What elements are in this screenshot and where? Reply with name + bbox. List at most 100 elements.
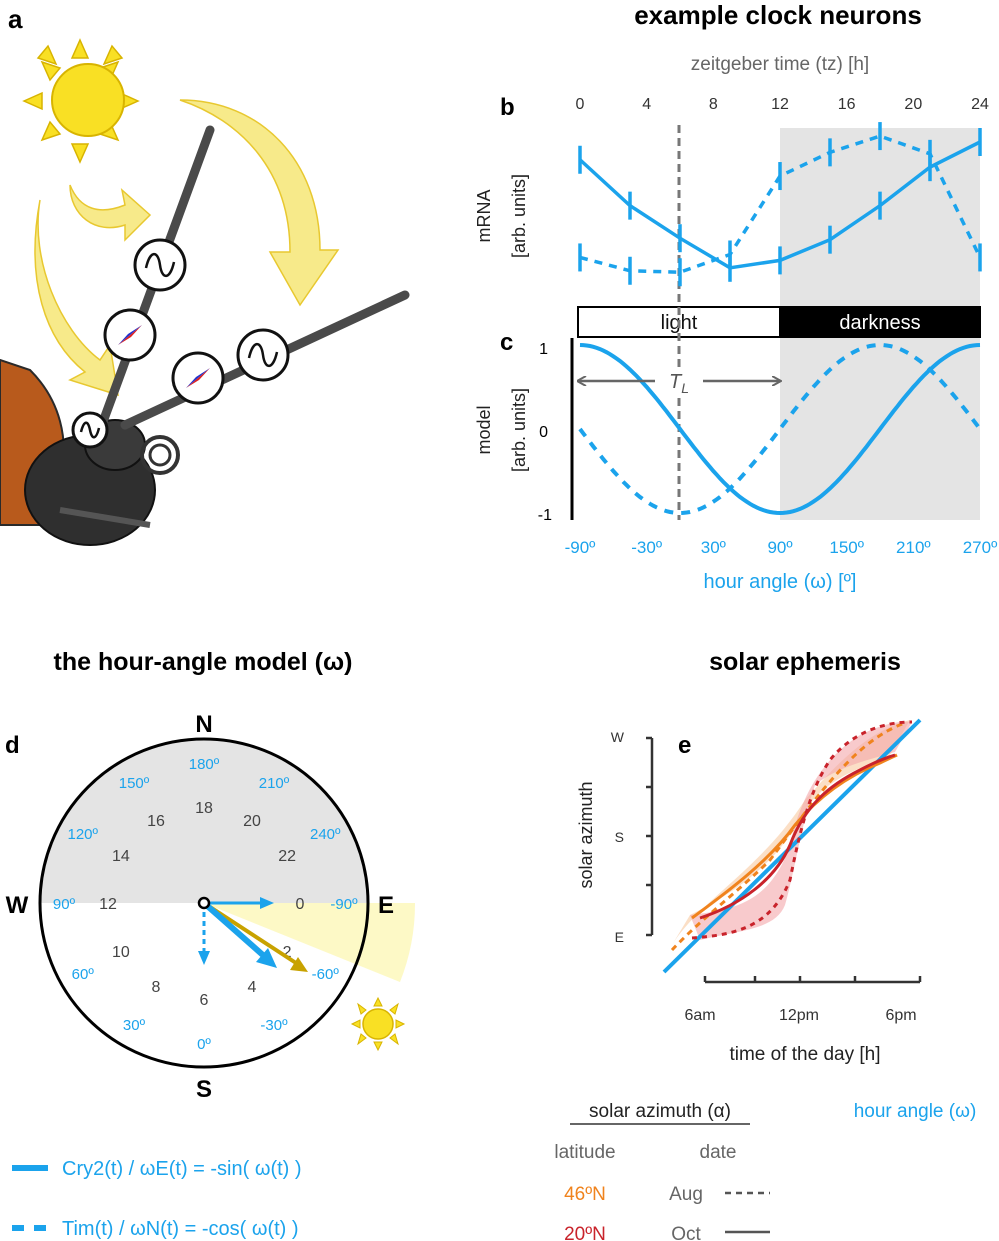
dial-angle-3: -90º <box>330 896 358 913</box>
c-ytick-1: 1 <box>539 341 548 358</box>
compass-east: E <box>378 892 394 919</box>
butterfly-head <box>24 125 410 546</box>
legend-latitude-head: latitude <box>554 1142 615 1163</box>
top-tick-8: 8 <box>709 96 718 113</box>
dial-angle-9: 90º <box>53 896 76 913</box>
top-tick-0: 0 <box>576 96 585 113</box>
panel-label-d: d <box>5 732 20 759</box>
e-xtick-6am: 6am <box>684 1007 715 1024</box>
dial-angle-7: 30º <box>123 1017 146 1034</box>
dial-hour-10: 14 <box>112 848 130 865</box>
panel-label-c: c <box>500 329 513 356</box>
hour-angle-line <box>662 718 922 974</box>
sun-icon <box>22 38 140 164</box>
curve-46N-oct <box>691 753 898 920</box>
dial-angle-1: 210º <box>259 775 290 792</box>
svg-text:model: model <box>474 405 494 454</box>
model-series-solid <box>579 343 981 516</box>
dial-angle-labels: 180º 210º 240º -90º -60º -30º 0º 30º 60º 90º 120º 1… <box>53 756 358 1053</box>
e-xtick-12pm: 12pm <box>779 1007 819 1024</box>
legend-hour-angle: hour angle (ω) <box>854 1101 977 1122</box>
dial-hour-0: 18 <box>195 800 213 817</box>
dial-angle-11: 150º <box>119 775 150 792</box>
e-ytick-w: W <box>611 729 625 745</box>
bottom-tick-3: 90º <box>767 538 792 557</box>
dial-hour-2: 22 <box>278 848 296 865</box>
top-tick-12: 12 <box>771 96 789 113</box>
compass-south: S <box>196 1076 212 1103</box>
dial-angle-2: 240º <box>310 826 341 843</box>
dial-angle-5: -30º <box>260 1017 288 1034</box>
curve-20N-oct <box>699 753 896 920</box>
dial-hour-8: 10 <box>112 944 130 961</box>
legend-d: Cry2(t) / ωE(t) = -sin( ω(t) ) Tim(t) / … <box>12 1158 302 1240</box>
legend-lat-46N: 46ºN <box>564 1184 606 1205</box>
dial-hour-7: 8 <box>152 979 161 996</box>
panel-label-a: a <box>8 4 23 34</box>
dial-hour-6: 6 <box>200 992 209 1009</box>
sun-icon-small <box>350 996 406 1052</box>
darkness-label: darkness <box>839 312 920 334</box>
e-ytick-e: E <box>615 929 624 945</box>
sunlight-arrows <box>34 99 340 397</box>
dial-angle-4: -60º <box>312 966 340 983</box>
dial-circle <box>38 737 370 1069</box>
compass-north: N <box>195 711 212 738</box>
top-tick-16: 16 <box>838 96 856 113</box>
svg-text:[arb. units]: [arb. units] <box>509 174 529 258</box>
curve-20N-aug <box>691 720 913 940</box>
bottom-tick-4: 150º <box>829 538 864 557</box>
hour-angle-xlabel: hour angle (ω) [º] <box>704 571 857 593</box>
top-tick-24: 24 <box>971 96 989 113</box>
panel-label-e: e <box>678 732 691 759</box>
panel-e-axes <box>646 736 922 984</box>
bottom-tick-2: 30º <box>701 538 726 557</box>
c-ytick-neg1: -1 <box>538 507 552 524</box>
c-ytick-0: 0 <box>539 424 548 441</box>
panel-c-plot <box>578 342 982 516</box>
e-ytick-s: S <box>615 829 624 845</box>
dial-hour-11: 16 <box>147 813 165 830</box>
dial-angle-6: 0º <box>197 1036 211 1053</box>
dial-hour-labels: 18 20 22 0 2 4 6 8 10 12 14 16 <box>99 800 304 1009</box>
bottom-tick-1: -30º <box>631 538 662 557</box>
panel-b-ylabel: mRNA [arb. units] <box>474 174 529 258</box>
svg-text:[arb. units]: [arb. units] <box>509 388 529 472</box>
panel-e-plot <box>662 718 922 974</box>
svg-text:mRNA: mRNA <box>474 190 494 243</box>
hour-angle-vector <box>202 900 266 959</box>
e-xtick-6pm: 6pm <box>885 1007 916 1024</box>
legend-dashed-label: Tim(t) / ωN(t) = -cos( ω(t) ) <box>62 1218 299 1240</box>
title-hour-model: the hour-angle model (ω) <box>54 648 353 676</box>
title-ephemeris: solar ephemeris <box>709 648 901 676</box>
dial-angle-8: 60º <box>72 966 95 983</box>
panel-b-plot <box>578 122 982 287</box>
panel-c-ylabel: model [arb. units] <box>474 388 529 472</box>
title-clock: example clock neurons <box>634 0 922 30</box>
e-xlabel: time of the day [h] <box>729 1044 880 1065</box>
curve-46N-aug <box>670 721 906 952</box>
legend-date-oct: Oct <box>671 1224 701 1241</box>
legend-date-aug: Aug <box>669 1184 703 1205</box>
dial-hour-4: 2 <box>283 944 292 961</box>
dial-hour-5: 4 <box>248 979 257 996</box>
legend-e: solar azimuth (α) hour angle (ω) latitud… <box>554 1101 976 1241</box>
legend-solar-azimuth: solar azimuth (α) <box>589 1101 731 1122</box>
top-tick-4: 4 <box>642 96 651 113</box>
hour-angle-dial: N S E W 180º 210º 240º -90º -60º -30º 0º 30º 60º… <box>6 711 416 1103</box>
dial-angle-10: 120º <box>67 826 98 843</box>
legend-solid-label: Cry2(t) / ωE(t) = -sin( ω(t) ) <box>62 1158 302 1180</box>
legend-date-head: date <box>700 1142 737 1163</box>
bottom-tick-5: 210º <box>896 538 931 557</box>
panel-label-b: b <box>500 94 515 121</box>
legend-lat-20N: 20ºN <box>564 1224 606 1241</box>
bottom-tick-0: -90º <box>565 538 596 557</box>
darkness-bar <box>779 306 981 338</box>
dial-angle-0: 180º <box>189 756 220 773</box>
sun-sector <box>204 903 416 982</box>
hour-angle-ticks: -90º -30º 30º 90º 150º 210º 270º <box>565 538 998 557</box>
compass-west: W <box>6 892 29 919</box>
e-ylabel: solar azimuth <box>576 781 596 888</box>
bottom-tick-6: 270º <box>963 538 998 557</box>
